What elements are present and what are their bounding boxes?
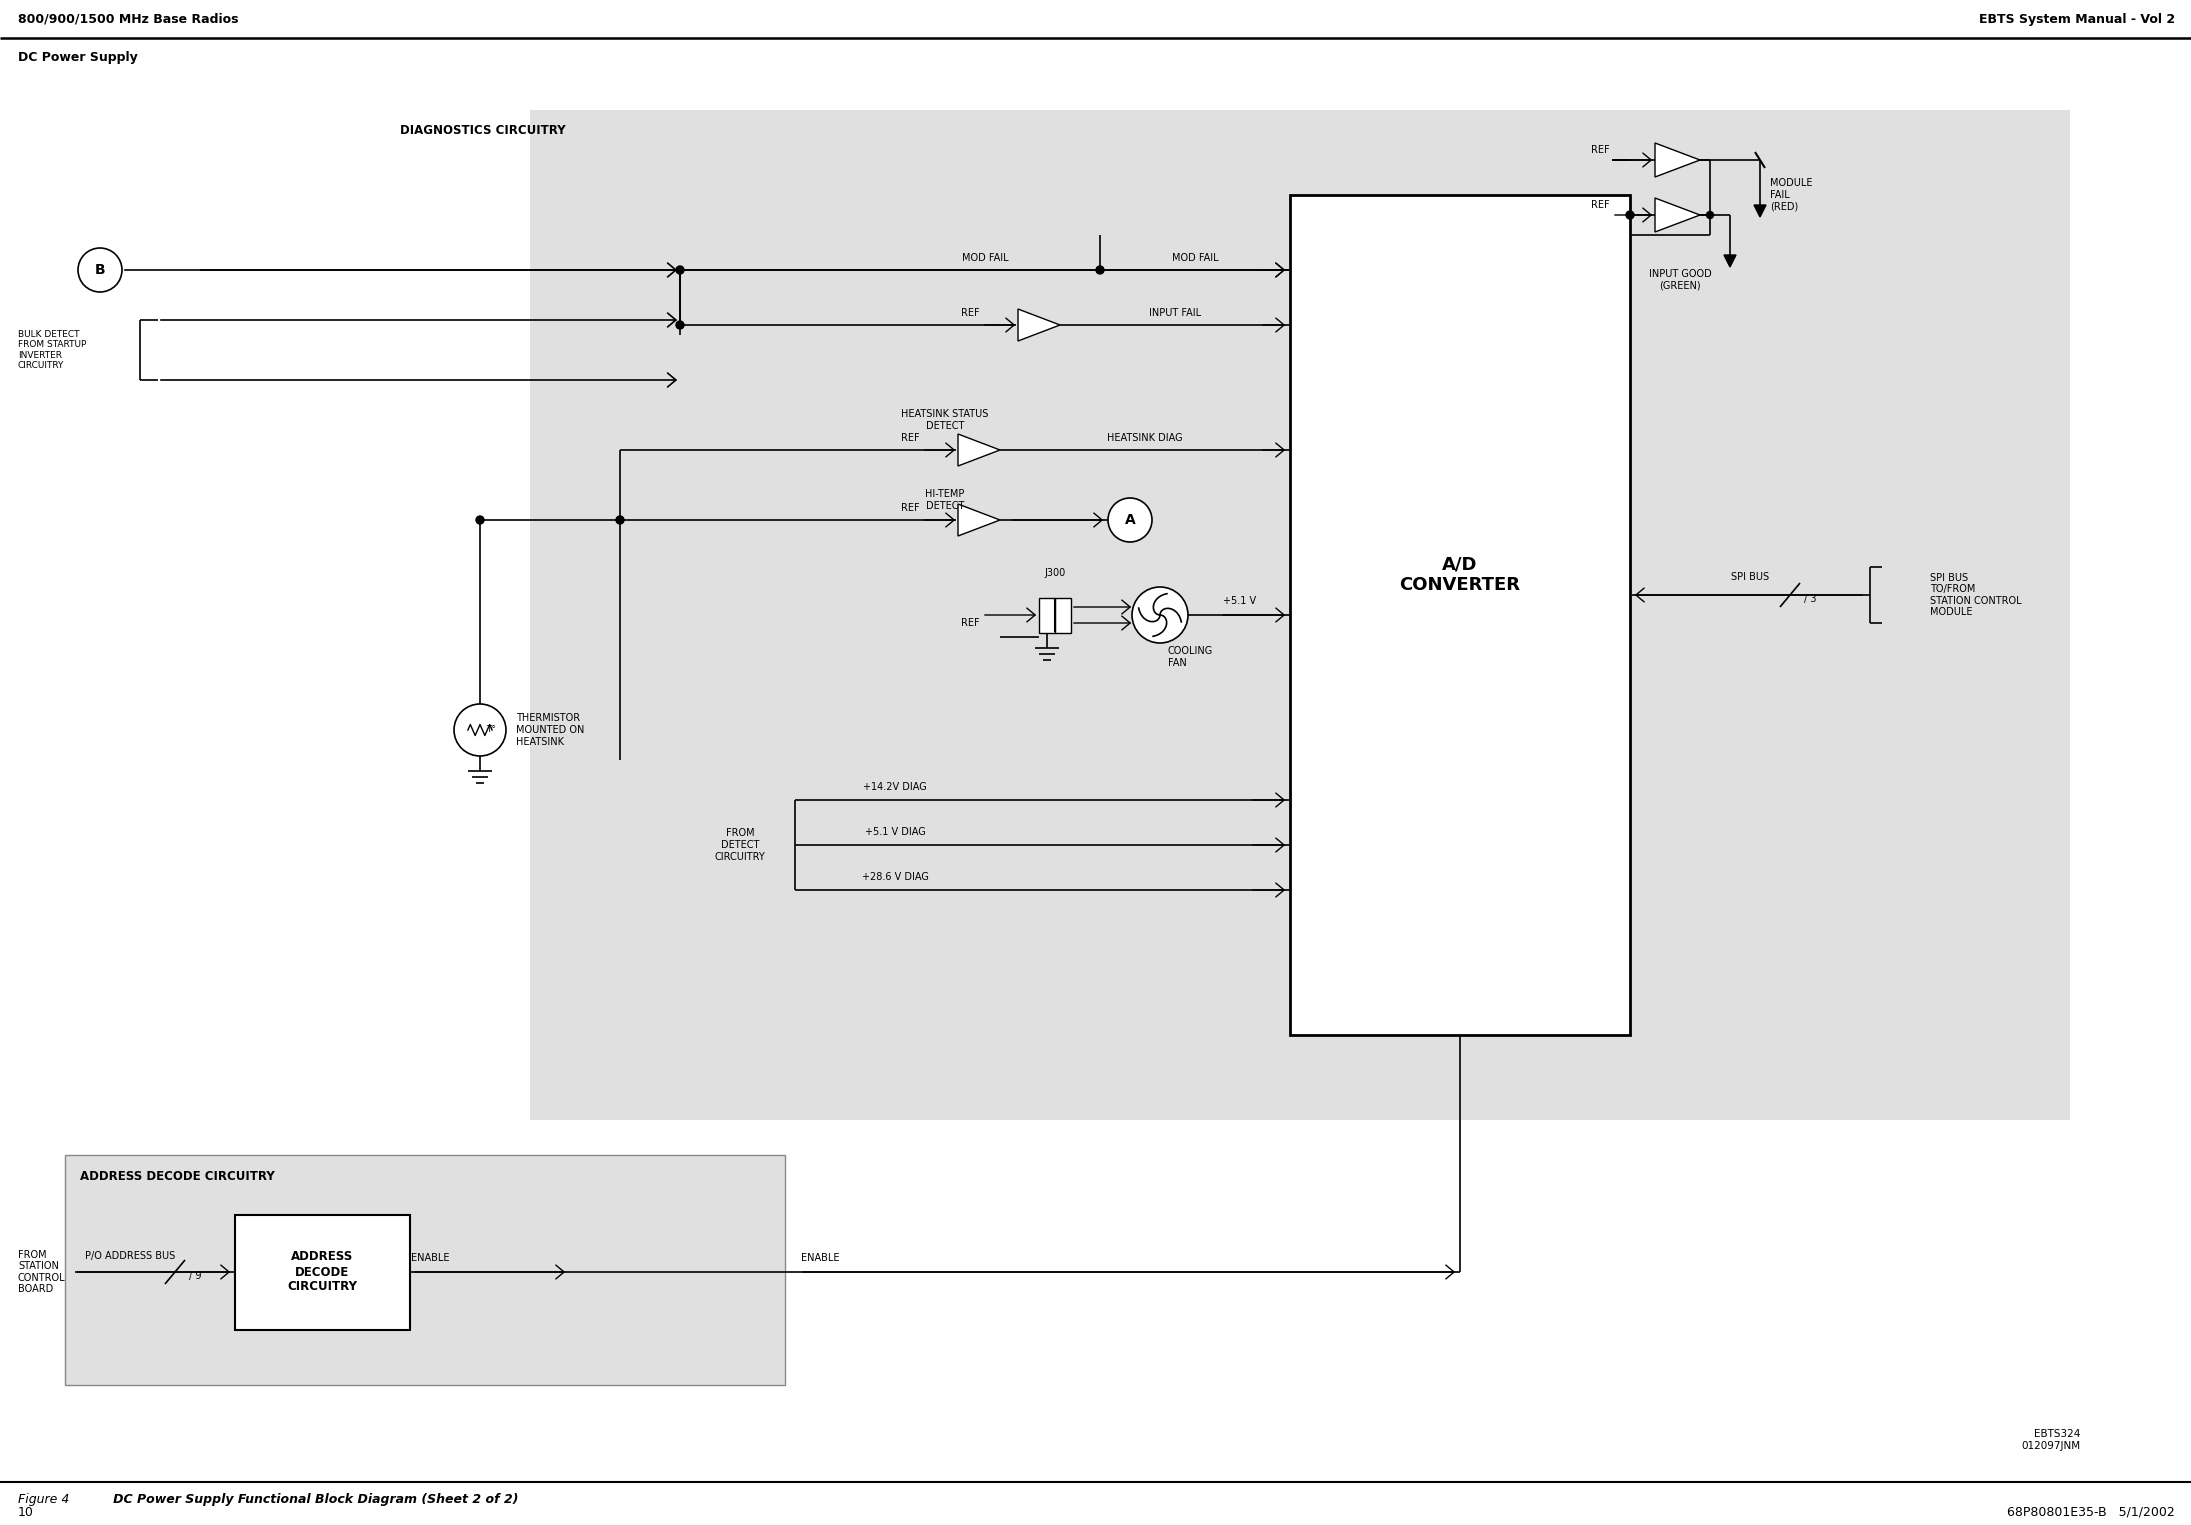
Polygon shape: [1654, 143, 1700, 177]
Polygon shape: [957, 435, 999, 467]
Text: J300: J300: [1045, 567, 1065, 578]
Circle shape: [454, 705, 506, 756]
Circle shape: [616, 515, 624, 525]
Text: DC Power Supply: DC Power Supply: [18, 52, 138, 64]
Circle shape: [79, 249, 123, 291]
Polygon shape: [1755, 204, 1766, 217]
Circle shape: [1096, 265, 1104, 274]
Text: SPI BUS: SPI BUS: [1731, 572, 1768, 583]
Text: HEATSINK STATUS
DETECT: HEATSINK STATUS DETECT: [901, 409, 988, 430]
Text: MOD FAIL: MOD FAIL: [962, 253, 1008, 262]
Bar: [1056, 598, 1071, 633]
Text: REF: REF: [901, 503, 920, 512]
Text: 68P80801E35-B   5/1/2002: 68P80801E35-B 5/1/2002: [2007, 1505, 2176, 1519]
Polygon shape: [1724, 255, 1735, 267]
Text: BULK DETECT
FROM STARTUP
INVERTER
CIRCUITRY: BULK DETECT FROM STARTUP INVERTER CIRCUI…: [18, 329, 85, 371]
Text: HI-TEMP
DETECT: HI-TEMP DETECT: [925, 490, 964, 511]
Circle shape: [1133, 587, 1188, 644]
Bar: [1039, 598, 1056, 633]
Text: MODULE
FAIL
(RED): MODULE FAIL (RED): [1770, 178, 1812, 212]
Circle shape: [1707, 212, 1713, 218]
Text: FROM
STATION
CONTROL
BOARD: FROM STATION CONTROL BOARD: [18, 1249, 66, 1295]
Circle shape: [677, 320, 684, 329]
Text: INPUT FAIL: INPUT FAIL: [1148, 308, 1201, 319]
Bar: [530, 110, 2070, 1119]
Text: ENABLE: ENABLE: [410, 1254, 449, 1263]
Text: +5.1 V DIAG: +5.1 V DIAG: [865, 827, 925, 837]
Text: P/O ADDRESS BUS: P/O ADDRESS BUS: [85, 1250, 175, 1261]
Text: EBTS324
012097JNM: EBTS324 012097JNM: [2020, 1429, 2079, 1450]
Text: 10: 10: [18, 1505, 33, 1519]
Circle shape: [677, 265, 684, 274]
Text: ADDRESS DECODE CIRCUITRY: ADDRESS DECODE CIRCUITRY: [81, 1171, 274, 1183]
Text: ENABLE: ENABLE: [800, 1254, 839, 1263]
Text: / 9: / 9: [188, 1270, 202, 1281]
Text: REF: REF: [962, 308, 979, 319]
Text: DC Power Supply Functional Block Diagram (Sheet 2 of 2): DC Power Supply Functional Block Diagram…: [101, 1493, 519, 1507]
Text: THERMISTOR
MOUNTED ON
HEATSINK: THERMISTOR MOUNTED ON HEATSINK: [517, 714, 585, 747]
Text: REF: REF: [901, 433, 920, 442]
Text: B: B: [94, 262, 105, 278]
Text: FROM
DETECT
CIRCUITRY: FROM DETECT CIRCUITRY: [714, 828, 765, 862]
Text: / 3: / 3: [1803, 595, 1816, 604]
Text: DIAGNOSTICS CIRCUITRY: DIAGNOSTICS CIRCUITRY: [401, 124, 565, 137]
Text: +5.1 V: +5.1 V: [1223, 596, 1258, 605]
Circle shape: [1626, 210, 1634, 220]
Circle shape: [1109, 499, 1152, 541]
Polygon shape: [1654, 198, 1700, 232]
Bar: [1290, 195, 1630, 1035]
Text: A: A: [1124, 512, 1135, 528]
Text: SPI BUS
TO/FROM
STATION CONTROL
MODULE: SPI BUS TO/FROM STATION CONTROL MODULE: [1930, 572, 2022, 618]
Text: REF: REF: [962, 618, 979, 628]
Text: COOLING
FAN: COOLING FAN: [1168, 647, 1214, 668]
Polygon shape: [1019, 310, 1060, 342]
Text: MOD FAIL: MOD FAIL: [1172, 253, 1218, 262]
Text: A/D
CONVERTER: A/D CONVERTER: [1400, 555, 1521, 595]
Text: HEATSINK DIAG: HEATSINK DIAG: [1106, 433, 1183, 442]
Text: T°: T°: [486, 726, 495, 735]
Text: 800/900/1500 MHz Base Radios: 800/900/1500 MHz Base Radios: [18, 12, 239, 26]
Text: INPUT GOOD
(GREEN): INPUT GOOD (GREEN): [1648, 270, 1711, 291]
Text: +14.2V DIAG: +14.2V DIAG: [863, 782, 927, 791]
Text: Figure 4: Figure 4: [18, 1493, 70, 1507]
Bar: [66, 1154, 784, 1385]
Text: EBTS System Manual - Vol 2: EBTS System Manual - Vol 2: [1978, 12, 2176, 26]
Circle shape: [475, 515, 484, 525]
Bar: [234, 1215, 410, 1330]
Text: ADDRESS
DECODE
CIRCUITRY: ADDRESS DECODE CIRCUITRY: [287, 1250, 357, 1293]
Text: REF: REF: [1591, 145, 1610, 156]
Polygon shape: [957, 503, 999, 535]
Text: REF: REF: [1591, 200, 1610, 210]
Text: +28.6 V DIAG: +28.6 V DIAG: [861, 872, 929, 881]
